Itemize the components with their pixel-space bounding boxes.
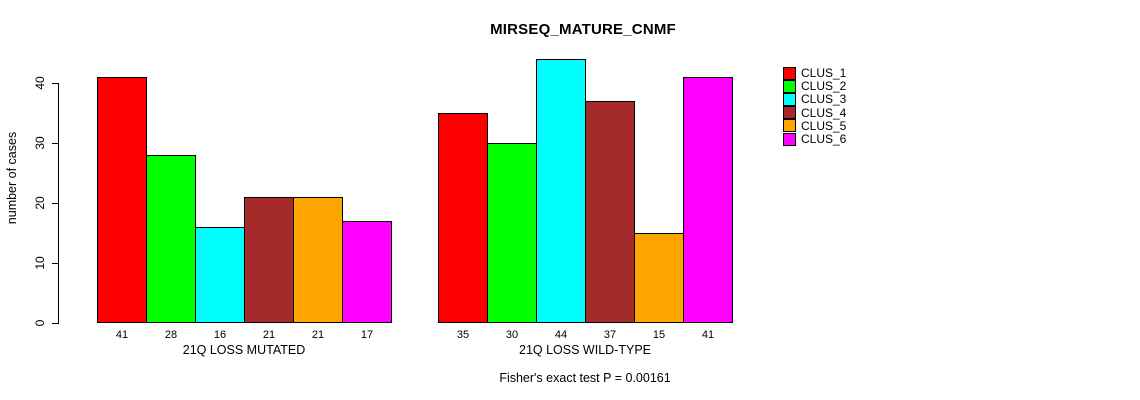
bar-clus_6-wildtype <box>683 77 733 323</box>
bar-clus_2-mutated <box>146 155 196 323</box>
legend-swatch <box>783 106 796 120</box>
legend-item-clus_6: CLUS_6 <box>783 132 847 146</box>
chart-title: MIRSEQ_MATURE_CNMF <box>490 21 676 38</box>
bar-clus_1-wildtype <box>438 113 488 323</box>
bar-clus_1-mutated <box>97 77 147 323</box>
bar-value-label: 16 <box>213 329 227 341</box>
legend-swatch <box>783 79 796 93</box>
y-axis-tick-label: 30 <box>33 136 47 150</box>
bar-clus_5-wildtype <box>634 233 684 323</box>
bar-clus_3-mutated <box>195 227 245 323</box>
bar-value-label: 30 <box>505 329 519 341</box>
x-group-label-mutated: 21Q LOSS MUTATED <box>182 343 306 357</box>
legend-swatch <box>783 132 796 146</box>
y-axis-tick-label: 20 <box>33 196 47 210</box>
bar-clus_5-mutated <box>293 197 343 323</box>
bar-clus_4-wildtype <box>585 101 635 323</box>
legend-label: CLUS_1 <box>801 66 847 80</box>
bar-value-label: 37 <box>603 329 617 341</box>
legend-item-clus_5: CLUS_5 <box>783 118 847 133</box>
bar-value-label: 35 <box>456 329 470 341</box>
bar-value-label: 15 <box>652 329 666 341</box>
legend-label: CLUS_2 <box>801 79 847 94</box>
y-axis-tick-label: 40 <box>33 76 47 90</box>
legend-item-clus_2: CLUS_2 <box>783 79 847 94</box>
y-axis-tick <box>52 323 59 324</box>
y-axis-tick <box>52 83 59 84</box>
bar-clus_3-wildtype <box>536 59 586 323</box>
fisher-test-annotation: Fisher's exact test P = 0.00161 <box>499 371 671 385</box>
legend-item-clus_3: CLUS_3 <box>783 92 847 107</box>
bar-value-label: 21 <box>311 329 325 341</box>
legend-item-clus_1: CLUS_1 <box>783 66 847 80</box>
y-axis-tick-label: 0 <box>33 319 47 327</box>
y-axis-label: number of cases <box>5 131 19 225</box>
y-axis-tick <box>52 143 59 144</box>
bar-value-label: 28 <box>164 329 178 341</box>
legend-swatch <box>783 92 796 106</box>
legend-label: CLUS_4 <box>801 105 847 120</box>
bar-value-label: 41 <box>701 329 715 341</box>
legend-label: CLUS_3 <box>801 92 847 107</box>
legend-swatch <box>783 119 796 133</box>
y-axis-tick <box>52 203 59 204</box>
bar-value-label: 44 <box>554 329 568 341</box>
bar-value-label: 41 <box>115 329 129 341</box>
legend-label: CLUS_6 <box>801 132 847 146</box>
y-axis-tick <box>52 263 59 264</box>
bar-clus_4-mutated <box>244 197 294 323</box>
bar-clus_2-wildtype <box>487 143 537 323</box>
legend-swatch <box>783 66 796 80</box>
legend-label: CLUS_5 <box>801 118 847 133</box>
bar-value-label: 17 <box>360 329 374 341</box>
bar-clus_6-mutated <box>342 221 392 323</box>
y-axis-tick-label: 10 <box>33 256 47 270</box>
legend-item-clus_4: CLUS_4 <box>783 105 847 120</box>
x-group-label-wildtype: 21Q LOSS WILD-TYPE <box>519 343 651 357</box>
bar-value-label: 21 <box>262 329 276 341</box>
